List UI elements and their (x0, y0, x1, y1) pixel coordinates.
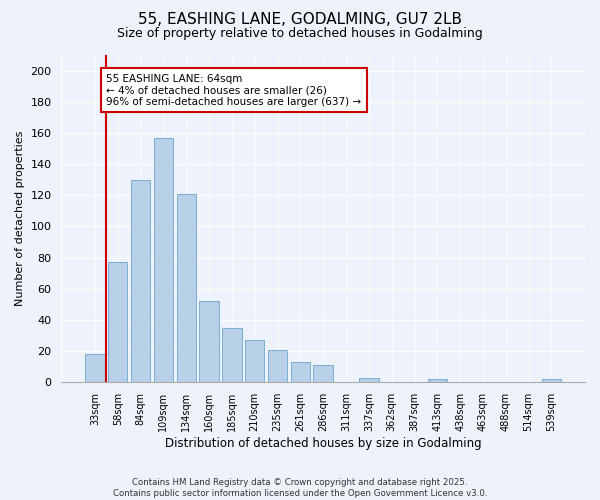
Bar (131, 180, 150, 382)
Bar (222, 328, 242, 382)
Bar (199, 302, 219, 382)
Bar (245, 340, 265, 382)
Bar (359, 378, 379, 382)
Bar (313, 365, 333, 382)
Bar (268, 350, 287, 382)
Text: 55 EASHING LANE: 64sqm
← 4% of detached houses are smaller (26)
96% of semi-deta: 55 EASHING LANE: 64sqm ← 4% of detached … (106, 74, 361, 107)
Bar (176, 194, 196, 382)
Bar (290, 362, 310, 382)
Bar (108, 262, 127, 382)
Y-axis label: Number of detached properties: Number of detached properties (15, 131, 25, 306)
Bar (542, 379, 561, 382)
Text: 55, EASHING LANE, GODALMING, GU7 2LB: 55, EASHING LANE, GODALMING, GU7 2LB (138, 12, 462, 28)
Bar (428, 379, 447, 382)
X-axis label: Distribution of detached houses by size in Godalming: Distribution of detached houses by size … (165, 437, 482, 450)
Text: Size of property relative to detached houses in Godalming: Size of property relative to detached ho… (117, 28, 483, 40)
Bar (154, 138, 173, 382)
Bar (85, 354, 104, 382)
Text: Contains HM Land Registry data © Crown copyright and database right 2025.
Contai: Contains HM Land Registry data © Crown c… (113, 478, 487, 498)
